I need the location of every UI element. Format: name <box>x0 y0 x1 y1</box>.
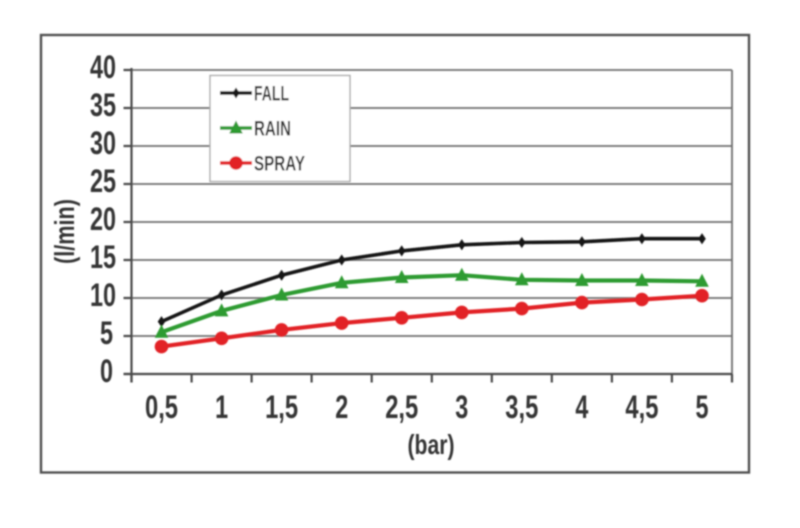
svg-text:25: 25 <box>90 163 116 199</box>
svg-text:4: 4 <box>575 389 588 425</box>
svg-text:3: 3 <box>455 389 468 425</box>
svg-text:0: 0 <box>100 353 113 389</box>
svg-text:15: 15 <box>90 239 116 275</box>
svg-text:4,5: 4,5 <box>625 389 658 425</box>
svg-text:2: 2 <box>335 389 348 425</box>
svg-text:1,5: 1,5 <box>265 389 298 425</box>
svg-text:2,5: 2,5 <box>385 389 418 425</box>
svg-text:5: 5 <box>100 315 113 351</box>
svg-text:RAIN: RAIN <box>254 118 291 141</box>
svg-text:0,5: 0,5 <box>145 389 178 425</box>
svg-text:30: 30 <box>90 125 116 161</box>
svg-text:FALL: FALL <box>254 83 289 106</box>
svg-text:35: 35 <box>90 87 116 123</box>
svg-text:1: 1 <box>215 389 228 425</box>
svg-text:40: 40 <box>90 49 116 85</box>
svg-text:(bar): (bar) <box>408 429 455 460</box>
svg-text:3,5: 3,5 <box>505 389 538 425</box>
svg-text:10: 10 <box>90 277 116 313</box>
svg-text:SPRAY: SPRAY <box>254 153 305 176</box>
svg-text:20: 20 <box>90 201 116 237</box>
svg-text:5: 5 <box>696 389 709 425</box>
svg-text:(l/min): (l/min) <box>49 199 80 264</box>
